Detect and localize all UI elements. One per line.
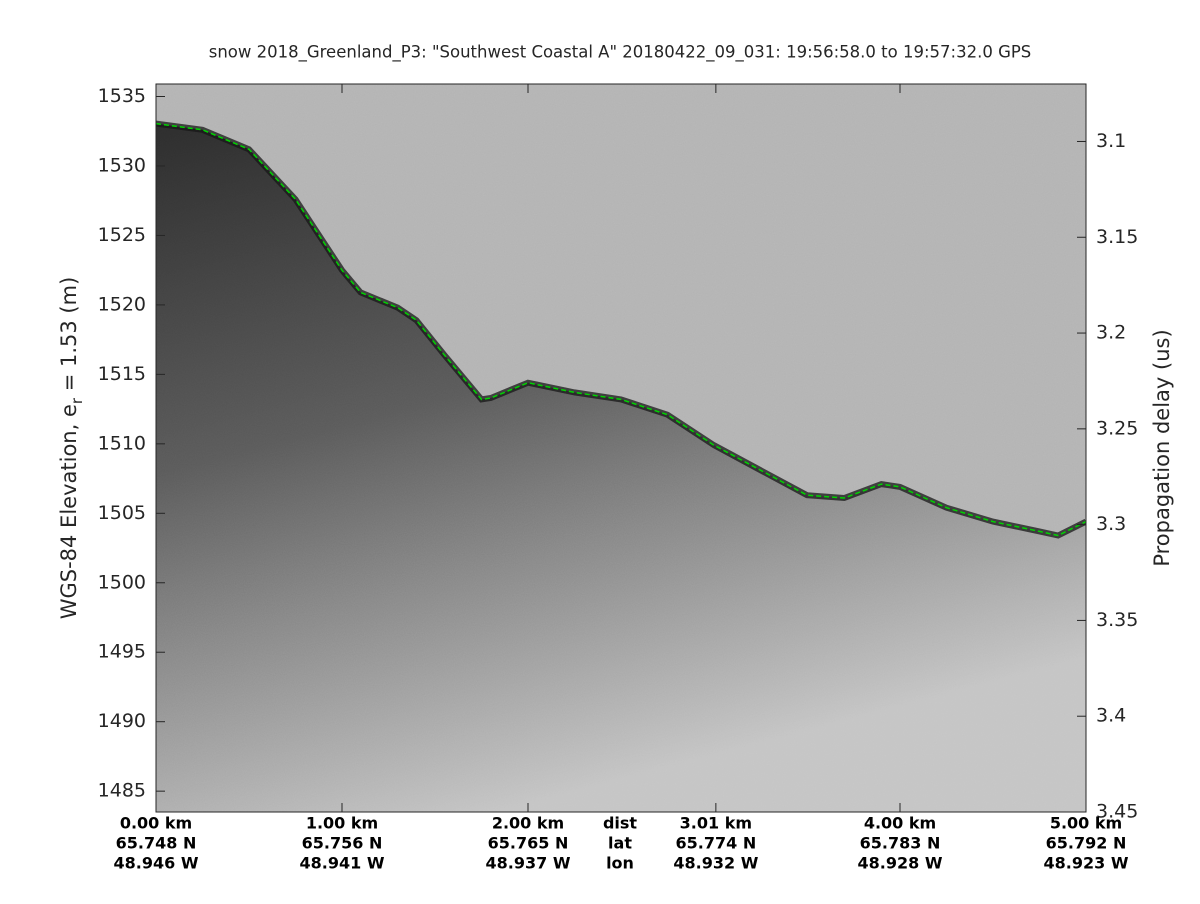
y2-tick-label: 3.35 xyxy=(1096,609,1138,631)
y-tick-label: 1515 xyxy=(98,363,146,385)
y-tick-label: 1490 xyxy=(98,710,146,732)
y2-tick-label: 3.4 xyxy=(1096,705,1126,727)
y2-tick-label: 3.25 xyxy=(1096,417,1138,439)
y-tick-label: 1520 xyxy=(98,293,146,315)
y-axis-label: WGS-84 Elevation, er = 1.53 (m) xyxy=(57,277,86,620)
row-label: lon xyxy=(606,854,634,873)
x-tick-lon: 48.923 W xyxy=(1044,854,1129,873)
x-tick-label: 2.00 km xyxy=(492,814,564,833)
y-tick-label: 1510 xyxy=(98,432,146,454)
x-tick-lon: 48.946 W xyxy=(114,854,199,873)
row-label: dist xyxy=(603,814,637,833)
x-tick-lat: 65.748 N xyxy=(116,834,197,853)
x-tick-lon: 48.928 W xyxy=(858,854,943,873)
x-tick-label: 4.00 km xyxy=(864,814,936,833)
chart-title: snow 2018_Greenland_P3: "Southwest Coast… xyxy=(209,43,1032,63)
noise-texture xyxy=(156,84,1086,812)
x-tick-lat: 65.783 N xyxy=(860,834,941,853)
x-tick-lon: 48.941 W xyxy=(300,854,385,873)
x-tick-label: 1.00 km xyxy=(306,814,378,833)
y2-tick-label: 3.15 xyxy=(1096,226,1138,248)
x-tick-label: 3.01 km xyxy=(680,814,752,833)
plot-frame xyxy=(155,83,1087,813)
y-label-subscript: r xyxy=(68,397,86,404)
y-tick-label: 1505 xyxy=(98,502,146,524)
y-tick-label: 1485 xyxy=(98,780,146,802)
y-label-suffix: = 1.53 (m) xyxy=(57,277,81,398)
x-tick-lon: 48.937 W xyxy=(486,854,571,873)
y2-axis-label: Propagation delay (us) xyxy=(1150,329,1174,566)
x-tick-lat: 65.792 N xyxy=(1046,834,1127,853)
y2-tick-label: 3.3 xyxy=(1096,513,1126,535)
x-tick-label: 5.00 km xyxy=(1050,814,1122,833)
x-tick-lat: 65.756 N xyxy=(302,834,383,853)
y-tick-label: 1525 xyxy=(98,224,146,246)
x-tick-lat: 65.765 N xyxy=(488,834,569,853)
y-tick-label: 1535 xyxy=(98,85,146,107)
x-tick-lon: 48.932 W xyxy=(673,854,758,873)
y-tick-label: 1530 xyxy=(98,154,146,176)
y2-tick-label: 3.2 xyxy=(1096,322,1126,344)
x-tick-label: 0.00 km xyxy=(120,814,192,833)
y-tick-label: 1500 xyxy=(98,571,146,593)
y2-tick-label: 3.1 xyxy=(1096,130,1126,152)
y-tick-label: 1495 xyxy=(98,641,146,663)
y-label-main: WGS-84 Elevation, e xyxy=(57,404,81,619)
row-label: lat xyxy=(608,834,632,853)
x-tick-lat: 65.774 N xyxy=(676,834,757,853)
y2-tick-label: 3.45 xyxy=(1096,801,1138,823)
